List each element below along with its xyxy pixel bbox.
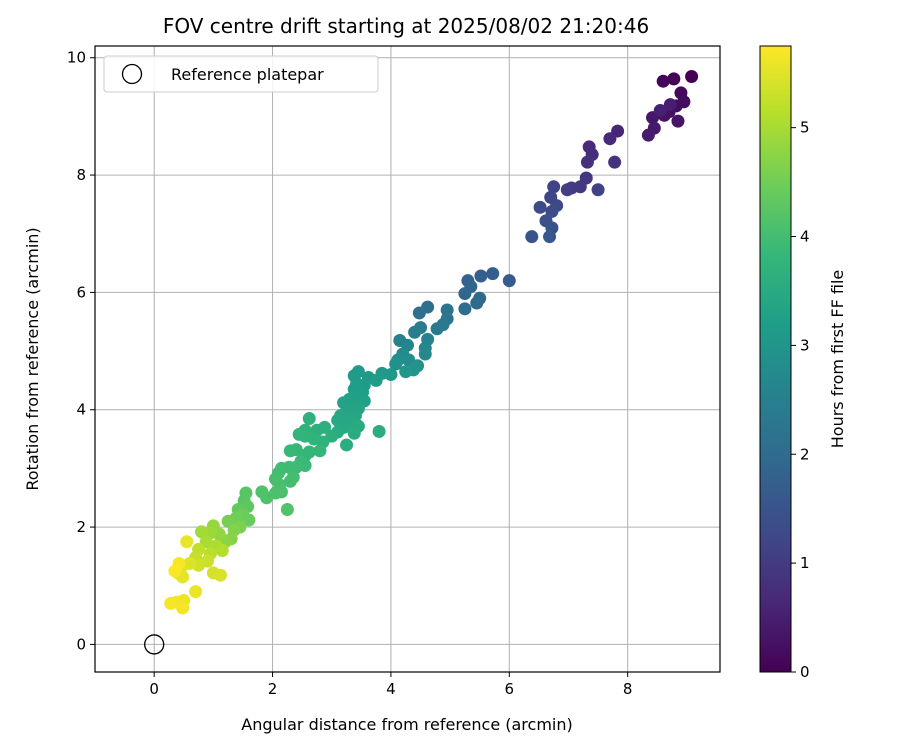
data-point [667,72,681,86]
colorbar-ticks: 0 1 2 3 4 5 [791,119,810,681]
data-point [591,183,605,197]
data-point [663,98,677,112]
reference-platepar-marker [144,634,165,655]
data-point [656,74,670,88]
data-point [369,373,383,387]
x-tick-label: 4 [386,680,396,698]
data-point [502,274,516,288]
colorbar-label: Hours from first FF file [828,270,847,449]
x-tick-label: 2 [268,680,278,698]
colorbar-tick-label: 2 [800,445,810,463]
data-point [347,426,361,440]
data-point [280,502,294,516]
data-point [641,128,655,142]
colorbar-tick-label: 0 [800,663,810,681]
data-point [389,357,403,371]
data-point [603,132,617,146]
data-point [470,296,484,310]
reference-marker-layer [144,634,165,655]
legend-box [103,55,379,93]
data-point [372,424,386,438]
x-tick-label: 6 [505,680,515,698]
data-point [560,183,574,197]
data-point [340,438,354,452]
data-point [543,230,557,244]
colorbar-tick-label: 5 [800,119,810,137]
y-axis-label: Rotation from reference (arcmin) [23,227,42,490]
data-point [189,585,203,599]
data-point [283,444,297,458]
data-point [525,230,539,244]
legend-marker [121,63,143,85]
data-point [399,365,413,379]
legend: Reference platepar [103,55,379,93]
data-point [213,568,227,582]
data-point [486,267,500,281]
chart-title: FOV centre drift starting at 2025/08/02 … [163,14,649,38]
data-point [176,601,190,615]
data-points [164,70,699,615]
data-point [408,325,422,339]
y-tick-label: 6 [76,283,86,301]
y-tick-label: 2 [76,518,86,536]
y-tick-label: 8 [76,166,86,184]
colorbar-tick-label: 3 [800,336,810,354]
data-point [608,155,622,169]
x-axis-ticks: 0 2 4 6 8 [149,672,632,698]
colorbar-tick-label: 4 [800,228,810,246]
data-point [533,200,547,214]
data-point [580,155,594,169]
y-tick-label: 4 [76,401,86,419]
data-point [168,564,182,578]
data-point [653,104,667,118]
y-tick-label: 0 [76,635,86,653]
x-tick-label: 8 [623,680,633,698]
data-point [458,287,472,301]
data-point [685,70,699,84]
data-point [195,525,209,539]
data-point [255,485,269,499]
colorbar-tick-label: 1 [800,554,810,572]
data-point [545,204,559,218]
data-point [458,302,472,316]
plot-frame [94,45,721,673]
data-point [474,269,488,283]
data-point [547,180,561,194]
data-point [180,535,194,549]
data-point [283,474,297,488]
data-point [302,412,316,426]
x-axis-label: Angular distance from reference (arcmin) [241,715,572,734]
data-point [292,427,306,441]
data-point [430,322,444,336]
colorbar [759,45,792,673]
data-point [412,306,426,320]
data-point [164,596,178,610]
legend-label: Reference platepar [171,65,324,84]
y-axis-ticks: 0 2 4 6 8 10 [67,49,95,653]
data-point [313,444,327,458]
y-tick-label: 10 [67,49,86,67]
x-tick-label: 0 [149,680,159,698]
data-point [671,114,685,128]
data-point [418,347,432,361]
data-point [215,544,229,558]
